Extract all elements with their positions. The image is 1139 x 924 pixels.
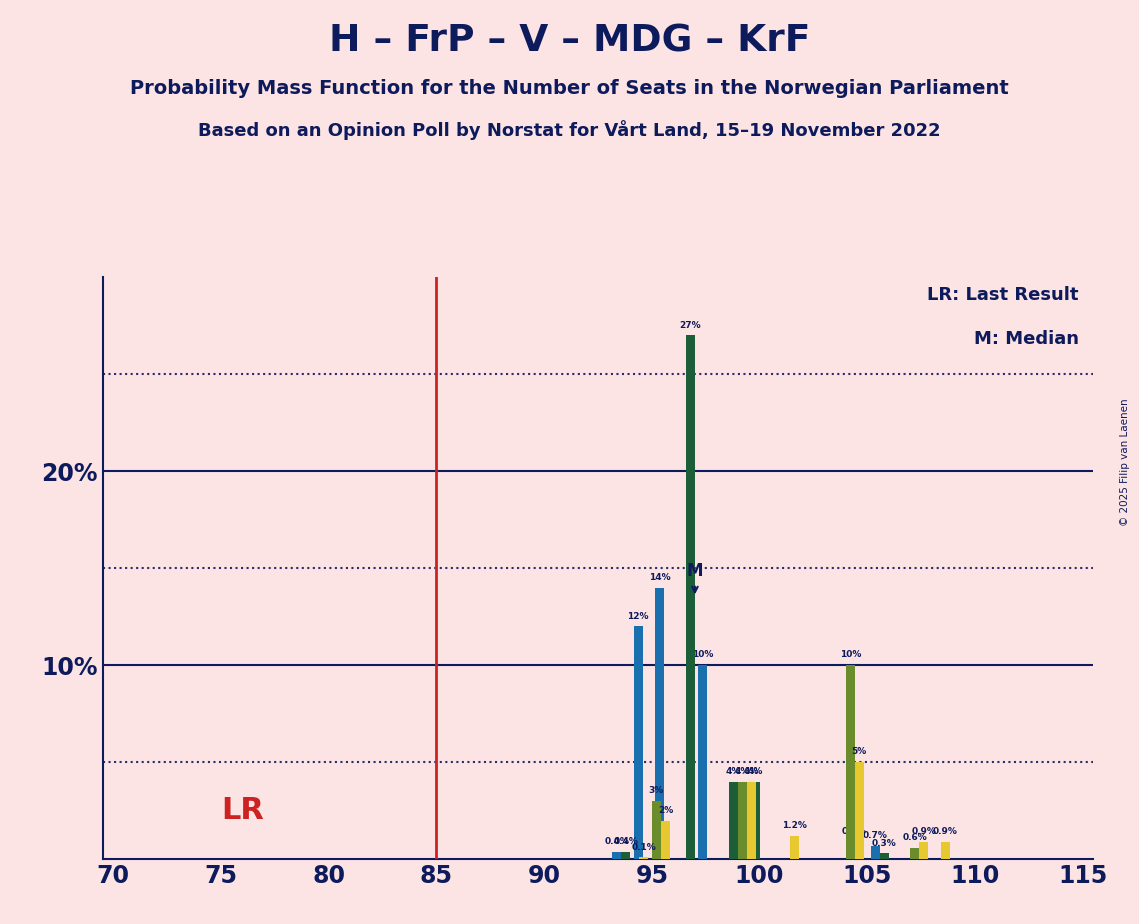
Text: 1.2%: 1.2% [782,821,808,830]
Text: 0.6%: 0.6% [902,833,927,842]
Text: 0.9%: 0.9% [933,827,958,836]
Bar [621,852,630,859]
Bar [741,821,751,859]
Bar [698,665,707,859]
Bar [845,665,854,859]
Bar [850,842,858,859]
Text: H – FrP – V – MDG – KrF: H – FrP – V – MDG – KrF [329,23,810,59]
Bar [879,854,888,859]
Text: LR: LR [221,796,264,825]
Text: © 2025 Filip van Laenen: © 2025 Filip van Laenen [1120,398,1130,526]
Bar [919,842,928,859]
Text: 3%: 3% [649,786,664,796]
Bar [910,847,919,859]
Bar [747,782,756,859]
Bar [633,626,642,859]
Bar [612,852,621,859]
Bar [729,782,738,859]
Text: 12%: 12% [628,612,649,621]
Text: 27%: 27% [680,321,702,330]
Bar [686,335,695,859]
Text: 4%: 4% [726,767,741,776]
Text: 4%: 4% [735,767,751,776]
Text: 0.9%: 0.9% [911,827,936,836]
Bar [738,782,747,859]
Text: 10%: 10% [693,650,713,660]
Text: LR: Last Result: LR: Last Result [927,286,1079,304]
Text: 10%: 10% [839,650,861,660]
Text: Based on an Opinion Poll by Norstat for Vårt Land, 15–19 November 2022: Based on an Opinion Poll by Norstat for … [198,120,941,140]
Bar [751,782,760,859]
Text: 2%: 2% [658,806,673,815]
Text: Probability Mass Function for the Number of Seats in the Norwegian Parliament: Probability Mass Function for the Number… [130,79,1009,98]
Text: 0.9%: 0.9% [842,827,866,836]
Text: M: M [687,562,703,580]
Text: M: Median: M: Median [974,330,1079,347]
Text: 2%: 2% [738,806,754,815]
Bar [941,842,950,859]
Bar [655,588,664,859]
Bar [854,762,863,859]
Text: 4%: 4% [744,767,760,776]
Bar [661,821,670,859]
Text: 0.4%: 0.4% [605,837,629,845]
Text: 5%: 5% [852,748,867,757]
Text: 0.1%: 0.1% [631,843,656,852]
Bar [652,801,661,859]
Bar [870,845,879,859]
Text: 0.7%: 0.7% [862,831,887,840]
Text: 0.4%: 0.4% [613,837,638,845]
Bar [790,836,800,859]
Text: 4%: 4% [747,767,763,776]
Text: 14%: 14% [649,573,671,582]
Text: 0.3%: 0.3% [871,839,896,847]
Bar [639,857,648,859]
